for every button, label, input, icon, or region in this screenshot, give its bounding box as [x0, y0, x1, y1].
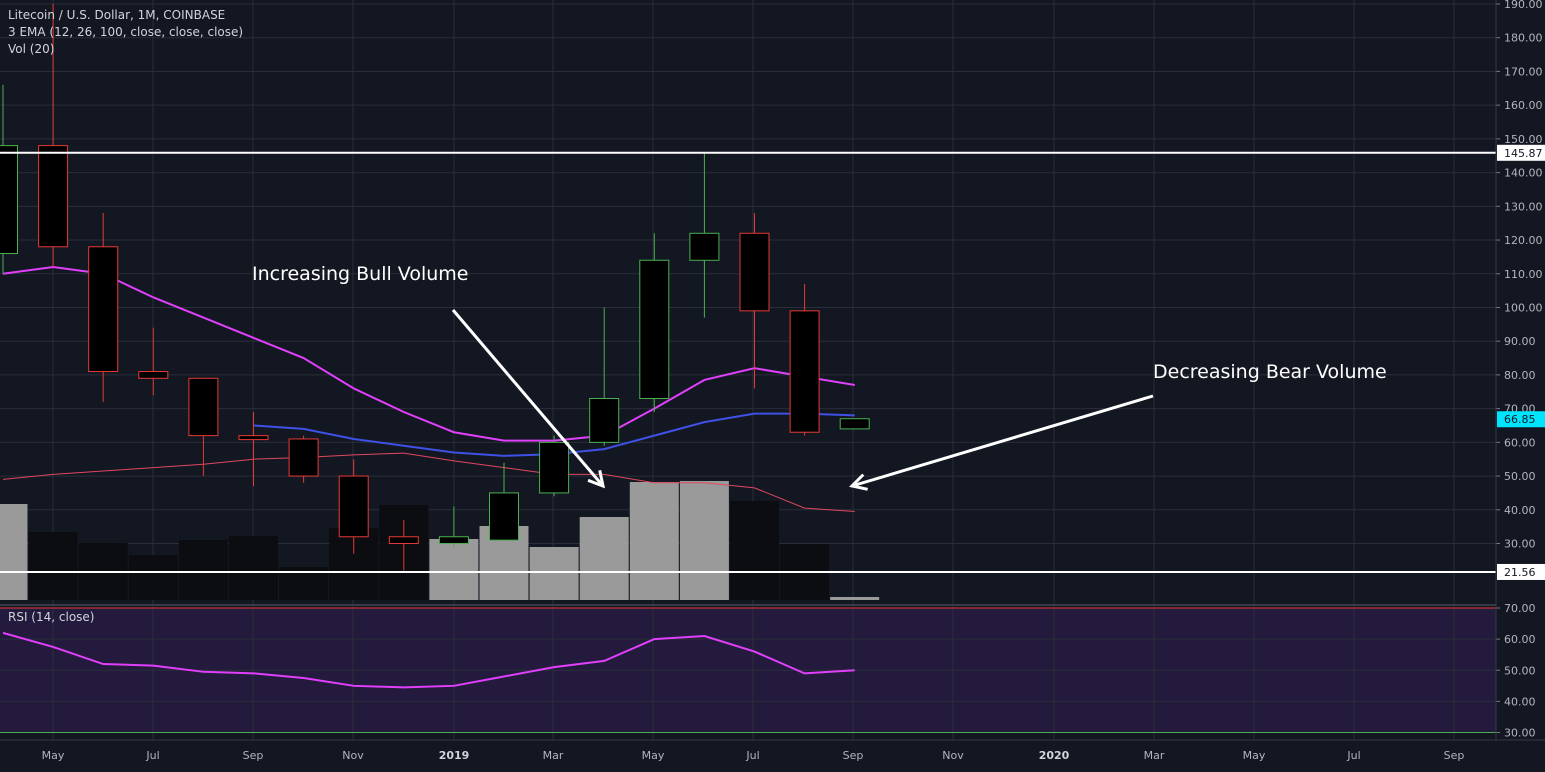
candle-body	[539, 441, 570, 494]
volume-bar	[529, 547, 579, 600]
time-axis-label: Jul	[745, 749, 759, 762]
candle-body	[589, 398, 620, 443]
volume-bar	[629, 482, 679, 600]
price-axis-label: 30.00	[1504, 538, 1536, 551]
candle-body	[338, 475, 369, 538]
time-axis-label: Sep	[843, 749, 864, 762]
time-axis-label: Mar	[1144, 749, 1165, 762]
volume-bar	[429, 539, 479, 600]
time-axis-label: May	[642, 749, 665, 762]
price-axis-label: 40.00	[1504, 504, 1536, 517]
price-axis-label: 180.00	[1504, 32, 1543, 45]
volume-bar	[679, 481, 729, 600]
price-axis-label: 190.00	[1504, 0, 1543, 11]
price-axis-label: 150.00	[1504, 133, 1543, 146]
time-axis-label: Nov	[942, 749, 964, 762]
candle-body	[288, 438, 319, 477]
rsi-line	[2, 631, 855, 689]
time-axis-label: Jul	[145, 749, 159, 762]
candle-body	[88, 246, 119, 373]
candle-body	[639, 259, 670, 400]
price-axis-label: 60.00	[1504, 436, 1536, 449]
symbol-legend: Litecoin / U.S. Dollar, 1M, COINBASE	[8, 8, 226, 22]
upper-line-price-tag-bg	[1497, 144, 1545, 161]
candle-body	[138, 371, 169, 379]
ema-12-line	[2, 265, 855, 442]
rsi-axis-label: 40.00	[1504, 695, 1536, 708]
price-axis-label: 50.00	[1504, 470, 1536, 483]
price-axis-label: 90.00	[1504, 335, 1536, 348]
candle-body	[238, 435, 269, 441]
volume-bar	[28, 532, 78, 600]
bear-volume-arrow-shaft	[851, 394, 1154, 488]
candle-body	[38, 145, 69, 248]
price-axis-label: 120.00	[1504, 234, 1543, 247]
volume-bar	[128, 555, 178, 600]
candle-body	[388, 536, 419, 544]
price-axis-label: 80.00	[1504, 369, 1536, 382]
time-axis-label: Sep	[243, 749, 264, 762]
time-axis-label: May	[1243, 749, 1266, 762]
rsi-legend: RSI (14, close)	[8, 610, 95, 624]
price-axis-label: 140.00	[1504, 167, 1543, 180]
price-axis-label: 100.00	[1504, 301, 1543, 314]
candle-body	[188, 377, 219, 437]
volume-bar	[730, 501, 779, 600]
volume-legend: Vol (20)	[8, 42, 55, 56]
rsi-axis-label: 30.00	[1504, 727, 1536, 740]
current-price-tag-bg	[1497, 411, 1545, 428]
volume-bar	[830, 597, 880, 600]
time-axis-label: Sep	[1444, 749, 1465, 762]
volume-bar	[579, 517, 629, 600]
bear-volume-annotation: Decreasing Bear Volume	[1153, 361, 1387, 383]
price-axis-label: 130.00	[1504, 200, 1543, 213]
bull-volume-arrow-head	[587, 470, 606, 489]
bull-volume-annotation: Increasing Bull Volume	[252, 263, 469, 285]
rsi-axis-label: 50.00	[1504, 664, 1536, 677]
bull-volume-arrow-shaft	[451, 309, 605, 487]
volume-bar	[0, 504, 28, 600]
candle-body	[438, 536, 469, 544]
rsi-axis-label: 70.00	[1504, 602, 1536, 615]
price-axis-label: 160.00	[1504, 99, 1543, 112]
upper-line-price-tag: 145.87	[1504, 147, 1543, 160]
time-axis-label: Nov	[342, 749, 364, 762]
ema-legend: 3 EMA (12, 26, 100, close, close, close)	[8, 25, 244, 39]
ema-100-line	[2, 452, 855, 512]
time-axis-label: Jul	[1346, 749, 1360, 762]
candle-body	[689, 232, 720, 261]
candle-body	[739, 232, 770, 312]
time-axis-label: May	[42, 749, 65, 762]
rsi-axis-label: 60.00	[1504, 633, 1536, 646]
time-axis-label: Mar	[543, 749, 564, 762]
candle-body	[0, 145, 18, 255]
time-axis-label: 2020	[1039, 749, 1070, 762]
candle-body	[789, 310, 820, 433]
price-axis-label: 170.00	[1504, 65, 1543, 78]
lower-line-price-tag: 21.56	[1504, 566, 1536, 579]
candle-body	[839, 418, 870, 430]
bear-volume-arrow-head	[849, 473, 868, 491]
lower-line-price-tag-bg	[1497, 563, 1545, 580]
candle-body	[489, 492, 519, 541]
volume-bar	[229, 536, 278, 600]
price-axis-label: 110.00	[1504, 268, 1543, 281]
time-axis-label: 2019	[439, 749, 470, 762]
current-price-tag: 66.85	[1504, 413, 1536, 426]
volume-bar	[178, 540, 228, 600]
